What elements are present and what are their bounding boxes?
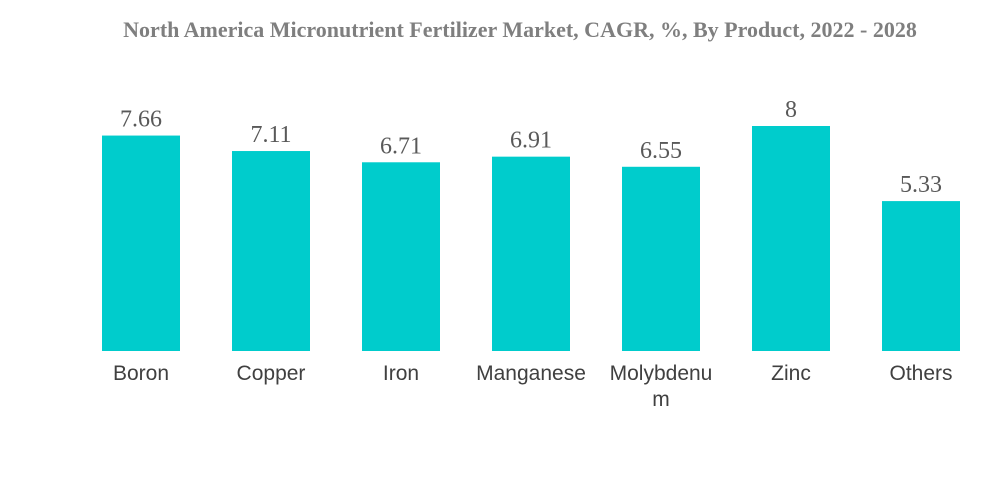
value-label-boron: 7.66 <box>120 107 162 133</box>
bar-zinc <box>752 126 830 351</box>
value-label-zinc: 8 <box>785 97 797 123</box>
bar-iron <box>362 162 440 351</box>
category-label-iron: Iron <box>383 362 419 385</box>
bar-manganese <box>492 156 570 351</box>
bar-boron <box>102 135 180 351</box>
category-label-molybdenum: Molybdenu m <box>610 362 713 411</box>
chart-title: North America Micronutrient Fertilizer M… <box>123 17 917 42</box>
category-label-zinc: Zinc <box>771 362 811 385</box>
bar-copper <box>232 151 310 351</box>
value-label-manganese: 6.91 <box>510 128 552 154</box>
category-label-others: Others <box>889 362 952 385</box>
category-label-boron: Boron <box>113 362 169 385</box>
bar-molybdenum <box>622 166 700 351</box>
category-label-manganese: Manganese <box>476 362 586 385</box>
value-label-others: 5.33 <box>900 172 942 198</box>
category-label-copper: Copper <box>237 362 306 385</box>
bar-others <box>882 201 960 351</box>
value-label-copper: 7.11 <box>250 122 291 148</box>
value-label-molybdenum: 6.55 <box>640 138 682 164</box>
value-label-iron: 6.71 <box>380 133 422 159</box>
